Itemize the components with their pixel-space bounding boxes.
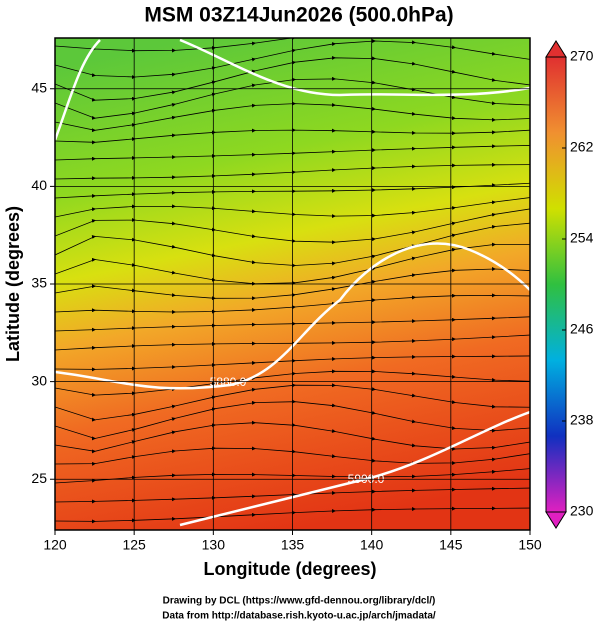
- contour-line: [55, 39, 101, 141]
- streamline: [55, 506, 530, 524]
- y-tick-label: 40: [31, 177, 47, 193]
- colorbar: [545, 56, 567, 513]
- streamline: [55, 316, 530, 332]
- contour-label: 5880.0: [210, 375, 247, 389]
- streamline: [55, 144, 530, 161]
- streamline: [55, 468, 530, 484]
- footer-text: Data from http://database.rish.kyoto-u.a…: [162, 611, 436, 622]
- x-tick-label: 125: [122, 537, 146, 553]
- x-axis-label: Longitude (degrees): [203, 559, 376, 579]
- streamline: [55, 162, 530, 181]
- contour-line: [179, 38, 530, 97]
- colorbar-tick-label: 238: [570, 412, 594, 428]
- streamlines: [55, 38, 530, 524]
- x-tick-label: 120: [43, 537, 67, 553]
- streamline: [55, 293, 530, 314]
- streamline: [55, 182, 530, 199]
- contours: [55, 38, 530, 527]
- y-tick-label: 45: [31, 79, 47, 95]
- colorbar-min-arrow: [545, 511, 567, 529]
- y-tick-label: 30: [31, 372, 47, 388]
- streamline: [55, 101, 530, 133]
- x-tick-label: 130: [202, 537, 226, 553]
- streamline: [55, 354, 530, 372]
- colorbar-tick-label: 262: [570, 139, 594, 155]
- y-axis-label: Latitude (degrees): [3, 206, 23, 362]
- footer-text: Drawing by DCL (https://www.gfd-dennou.o…: [163, 596, 436, 607]
- streamline: [55, 486, 530, 504]
- x-tick-label: 145: [439, 537, 463, 553]
- colorbar-tick-label: 254: [570, 230, 594, 246]
- x-tick-label: 135: [281, 537, 305, 553]
- streamline: [55, 128, 530, 145]
- contour-line: [179, 410, 530, 527]
- plot-frame: [54, 37, 531, 531]
- chart-title: MSM 03Z14Jun2026 (500.0hPa): [144, 4, 453, 27]
- x-tick-label: 140: [360, 537, 384, 553]
- x-tick-label: 150: [518, 537, 542, 553]
- contour-line: [55, 242, 530, 390]
- streamline: [55, 446, 530, 466]
- colorbar-tick-label: 230: [570, 503, 594, 519]
- colorbar-max-arrow: [545, 40, 567, 58]
- colorbar-tick-label: 246: [570, 321, 594, 337]
- colorbar-tick-label: 270: [570, 48, 594, 64]
- y-tick-label: 25: [31, 470, 47, 486]
- y-tick-label: 35: [31, 275, 47, 291]
